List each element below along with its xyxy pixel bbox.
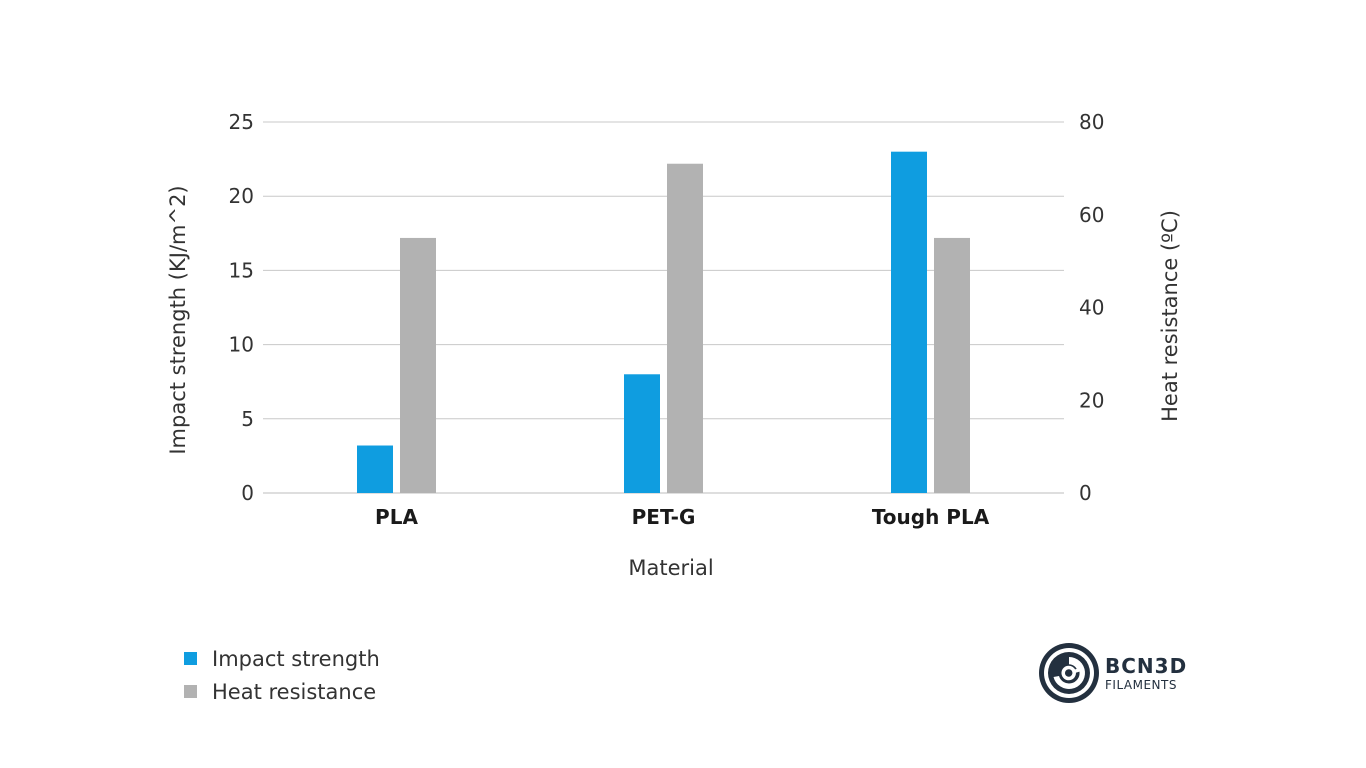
y2-tick-label: 0 — [1079, 481, 1092, 505]
legend-item-heat: Heat resistance — [184, 675, 380, 708]
y-tick-label: 10 — [229, 333, 254, 357]
bar-heat-resistance-pet-g — [667, 163, 703, 494]
logo-sub: FILAMENTS — [1105, 677, 1177, 692]
bar-impact-strength-tough-pla — [891, 151, 927, 493]
y-axis-ticks: 0 5 10 15 20 25 — [229, 110, 254, 505]
category-label: PET-G — [632, 505, 696, 529]
logo-brand: BCN3D — [1105, 653, 1188, 678]
bar-heat-resistance-tough-pla — [934, 237, 970, 493]
y-tick-label: 0 — [241, 481, 254, 505]
y2-tick-label: 80 — [1079, 110, 1104, 134]
y2-axis-ticks: 0 20 40 60 80 — [1079, 110, 1104, 505]
y2-tick-label: 40 — [1079, 296, 1104, 320]
legend-item-impact: Impact strength — [184, 642, 380, 675]
legend-label-heat: Heat resistance — [212, 679, 377, 704]
category-label: PLA — [375, 505, 418, 529]
y-tick-label: 25 — [229, 110, 254, 134]
legend-swatch-heat — [184, 685, 197, 698]
legend-label-impact: Impact strength — [212, 646, 380, 671]
x-axis-title: Material — [628, 556, 713, 580]
gridlines — [263, 121, 1064, 494]
bar-heat-resistance-pla — [400, 237, 436, 493]
x-axis-categories: PLA PET-G Tough PLA — [375, 505, 990, 529]
legend-swatch-impact — [184, 652, 197, 665]
y2-tick-label: 60 — [1079, 203, 1104, 227]
bcn3d-logo: BCN3D FILAMENTS — [1037, 641, 1187, 705]
y-tick-label: 5 — [241, 407, 254, 431]
chart: 0 5 10 15 20 25 0 20 40 60 80 PLA PET-G Tough PLA I… — [166, 110, 1182, 580]
y2-tick-label: 20 — [1079, 388, 1104, 412]
legend: Impact strength Heat resistance — [184, 642, 380, 708]
y-axis-title: Impact strength (KJ/m^2) — [166, 185, 190, 454]
bars — [357, 151, 970, 494]
logo-text: BCN3D FILAMENTS — [1105, 656, 1187, 691]
spiral-logo-icon — [1039, 643, 1099, 703]
bar-impact-strength-pla — [357, 445, 393, 493]
y-tick-label: 20 — [229, 184, 254, 208]
y-tick-label: 15 — [229, 258, 254, 282]
y2-axis-title: Heat resistance (ºC) — [1158, 210, 1182, 422]
bar-impact-strength-pet-g — [624, 374, 660, 493]
category-label: Tough PLA — [872, 505, 990, 529]
